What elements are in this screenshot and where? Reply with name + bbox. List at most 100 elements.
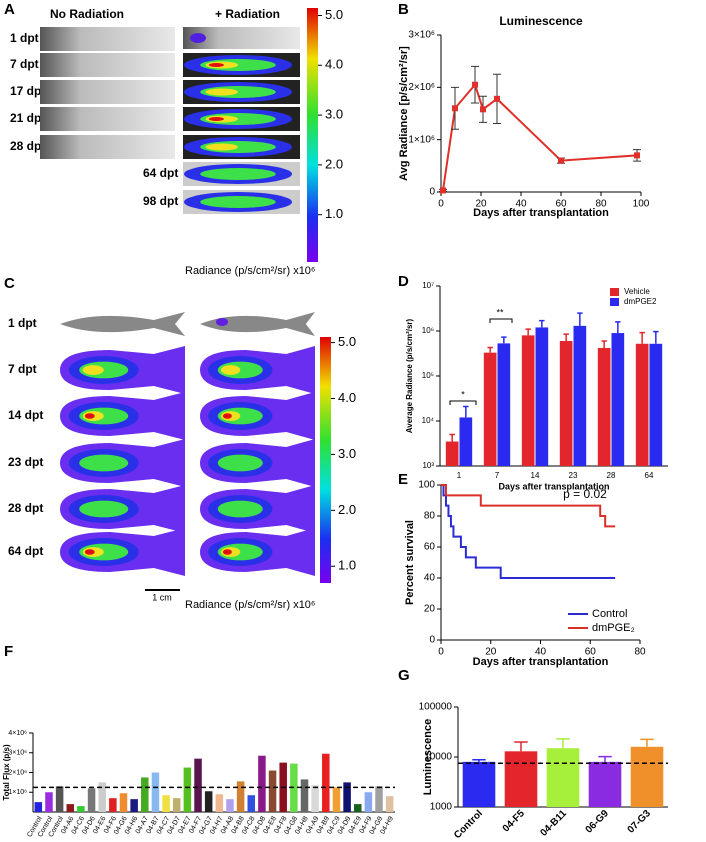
- row-label: 17 dpt: [10, 84, 45, 98]
- y-tick-label: 100: [418, 480, 435, 491]
- x-axis-label: Days after transplantation: [498, 481, 609, 491]
- fish-photo: [40, 27, 175, 51]
- x-axis-label: Days after transplantation: [473, 656, 609, 668]
- bar: [521, 335, 535, 466]
- fish-photo: [60, 312, 185, 336]
- error-bar: [615, 321, 621, 334]
- marker: [558, 157, 564, 164]
- x-tick-label: 64: [645, 471, 654, 480]
- y-tick-label: 10⁷: [422, 281, 434, 290]
- error-bar: [556, 738, 570, 749]
- fish-photo: [200, 312, 315, 336]
- bar: [462, 761, 496, 807]
- y-tick-label: 10³: [422, 461, 434, 470]
- colorbar-tick-label: 1.0: [338, 558, 356, 573]
- y-tick-label: 80: [424, 511, 436, 522]
- y-tick-label: 20: [424, 604, 436, 615]
- x-tick-label: 60: [585, 647, 597, 658]
- heat-blob: [79, 454, 129, 472]
- y-tick-label: 3×10⁶: [408, 30, 435, 41]
- heat-blob: [222, 549, 232, 555]
- y-tick-label: 10⁴: [422, 416, 435, 425]
- fish-photo: [40, 135, 175, 159]
- x-tick-label: 80: [595, 199, 607, 210]
- bar: [504, 751, 538, 807]
- bar: [483, 352, 497, 466]
- legend-swatch: [610, 288, 619, 296]
- column-header: No Radiation: [50, 7, 124, 21]
- x-tick-label: 40: [515, 199, 527, 210]
- x-tick-label: 06-G9: [584, 808, 612, 836]
- x-tick-label: 23: [569, 471, 578, 480]
- row-label: 23 dpt: [8, 455, 43, 469]
- row-label: 1 dpt: [10, 31, 39, 45]
- bar: [497, 343, 511, 466]
- bar: [258, 755, 266, 812]
- bar: [194, 758, 202, 812]
- heat-blob: [217, 454, 263, 472]
- bar: [385, 796, 394, 812]
- colorbar-tick-label: 5.0: [325, 7, 343, 22]
- panel-label: B: [398, 1, 409, 18]
- bar: [226, 799, 234, 812]
- row-label: 28 dpt: [10, 139, 45, 153]
- heat-blob: [217, 500, 263, 518]
- x-tick-label: 0: [438, 647, 444, 658]
- heat-blob: [200, 196, 276, 208]
- error-bar: [653, 330, 659, 344]
- significance-bracket: [449, 400, 477, 405]
- bar: [141, 777, 149, 812]
- bar: [364, 792, 373, 812]
- bar: [66, 804, 75, 812]
- y-tick-label: 10⁶: [422, 326, 434, 335]
- y-tick-label: 40: [424, 573, 436, 584]
- heat-blob: [222, 413, 232, 419]
- bar: [375, 786, 383, 812]
- y-tick-label: 0: [429, 635, 435, 646]
- error-bar: [514, 741, 528, 752]
- column-header: + Radiation: [215, 7, 280, 21]
- heat-blob: [82, 365, 104, 375]
- bar: [119, 793, 128, 812]
- bar: [151, 772, 160, 812]
- bar: [535, 327, 549, 466]
- x-tick-label: Control: [452, 808, 485, 841]
- annotation: **: [496, 307, 504, 317]
- bar: [183, 767, 192, 812]
- x-tick-label: 1: [457, 471, 462, 480]
- error-bar: [598, 755, 612, 762]
- bar: [311, 785, 319, 812]
- heat-blob: [220, 365, 241, 375]
- legend-label: Control: [592, 608, 627, 620]
- bar: [172, 798, 181, 812]
- marker: [472, 81, 478, 88]
- scale-bar-label: 1 cm: [152, 592, 172, 602]
- panel-label: E: [398, 471, 408, 488]
- error-bar: [501, 336, 507, 344]
- bar: [109, 798, 117, 812]
- bar: [236, 781, 245, 812]
- colorbar-tick-label: 1.0: [325, 206, 343, 221]
- bar: [573, 325, 587, 466]
- y-tick-label: 2×10⁶: [8, 769, 27, 776]
- fish-photo: [183, 27, 300, 49]
- bar: [45, 792, 53, 812]
- row-label: 28 dpt: [8, 501, 43, 515]
- y-tick-label: 2×10⁶: [408, 82, 435, 93]
- fish-photo: [40, 80, 175, 104]
- bar: [204, 791, 213, 812]
- colorbar-tick-label: 3.0: [338, 446, 356, 461]
- y-axis-label: Average Radiance (p/s/cm²/sr): [405, 318, 414, 433]
- row-label: 98 dpt: [143, 194, 178, 208]
- colorbar-tick-label: 5.0: [338, 334, 356, 349]
- error-bar: [449, 433, 455, 442]
- bar: [649, 343, 663, 466]
- bar: [130, 799, 138, 812]
- annotation: p = 0.02: [563, 487, 607, 501]
- error-bar: [577, 312, 583, 326]
- y-tick-label: 1×10⁶: [408, 134, 435, 145]
- marker: [452, 105, 458, 112]
- row-label: 64 dpt: [8, 544, 43, 558]
- error-bar: [525, 328, 531, 336]
